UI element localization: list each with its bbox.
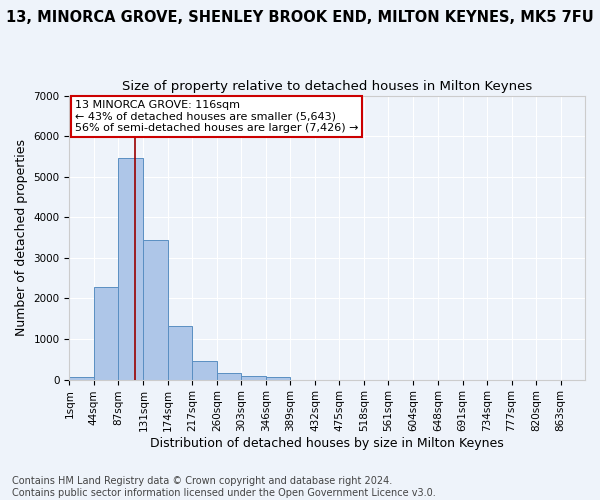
- Bar: [70, 376, 94, 380]
- Bar: [94, 288, 118, 380]
- Text: 13 MINORCA GROVE: 116sqm
← 43% of detached houses are smaller (5,643)
56% of sem: 13 MINORCA GROVE: 116sqm ← 43% of detach…: [74, 100, 358, 133]
- Title: Size of property relative to detached houses in Milton Keynes: Size of property relative to detached ho…: [122, 80, 532, 93]
- Text: Contains HM Land Registry data © Crown copyright and database right 2024.
Contai: Contains HM Land Registry data © Crown c…: [12, 476, 436, 498]
- Bar: [143, 240, 168, 380]
- Y-axis label: Number of detached properties: Number of detached properties: [15, 139, 28, 336]
- Bar: [193, 361, 217, 380]
- X-axis label: Distribution of detached houses by size in Milton Keynes: Distribution of detached houses by size …: [151, 437, 504, 450]
- Bar: [118, 158, 143, 380]
- Bar: [217, 374, 241, 380]
- Text: 13, MINORCA GROVE, SHENLEY BROOK END, MILTON KEYNES, MK5 7FU: 13, MINORCA GROVE, SHENLEY BROOK END, MI…: [6, 10, 594, 25]
- Bar: [168, 326, 193, 380]
- Bar: [266, 378, 290, 380]
- Bar: [241, 376, 266, 380]
